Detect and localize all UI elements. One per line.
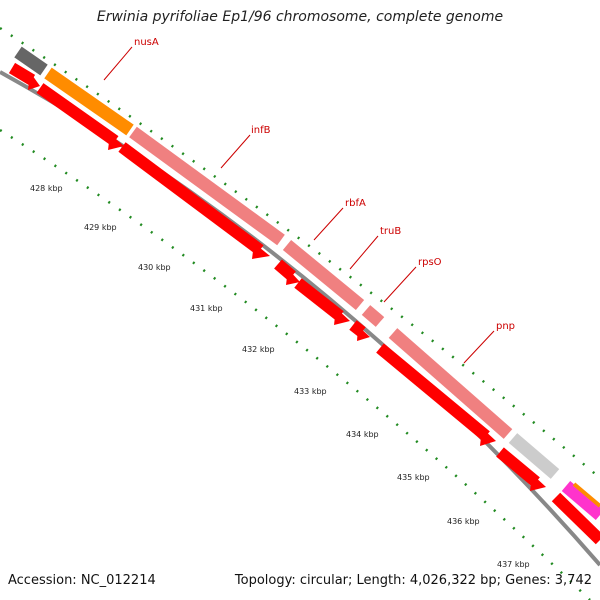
cds-arrow-head [286,269,300,285]
track-segment-infB [129,126,285,246]
track-segment-nusA [44,67,134,136]
track-segment-light [508,433,560,479]
track-segment-grey [14,46,48,76]
cds-arrow-head [530,474,546,491]
scale-label: 437 kbp [497,560,530,569]
cds-arrow [376,343,490,441]
cds-arrow-head [28,72,40,90]
cds-arrow-head [252,243,270,259]
cds-arrow-head [108,134,124,150]
scale-label: 435 kbp [397,473,430,482]
scale-label: 432 kbp [242,345,275,354]
scale-label: 430 kbp [138,263,171,272]
leader-line-pnp [463,330,495,364]
cds-arrow-head [334,308,350,325]
cds-arrow-head [480,428,496,446]
map-title: Erwinia pyrifoliae Ep1/96 chromosome, co… [96,9,504,25]
cds-arrow-head [357,326,370,341]
gene-label-infB: infB [251,125,271,136]
scale-ring-inner [0,128,591,600]
gene-track [14,46,600,520]
gene-label-rpsO: rpsO [418,257,442,268]
cds-arrow [294,278,344,321]
leader-line-rbfA [313,207,344,241]
scale-label: 431 kbp [190,304,223,313]
cds-arrow [8,62,36,86]
cds-arrow [36,83,119,146]
gene-label-pnp: pnp [496,321,515,332]
leader-lines [103,46,495,364]
scale-label: 434 kbp [346,430,379,439]
accession-text: Accession: NC_012214 [8,573,156,588]
cds-arrow [551,492,600,545]
track-segment-pnp [388,328,513,439]
track-segment-truB [361,305,385,327]
leader-line-rpsO [383,266,417,303]
leader-line-truB [349,235,379,270]
scale-label: 429 kbp [84,223,117,232]
scale-label: 428 kbp [30,184,63,193]
cds-arrow [496,447,540,487]
leader-line-nusA [103,46,133,81]
scale-label: 433 kbp [294,387,327,396]
track-segment-orange-end [572,482,600,508]
cds-arrow [118,142,264,255]
leader-line-infB [220,134,251,169]
scale-label: 436 kbp [447,517,480,526]
gene-label-rbfA: rbfA [345,198,366,209]
track-segment-rbfA [282,239,365,311]
cds-track [8,62,600,545]
summary-text: Topology: circular; Length: 4,026,322 bp… [234,573,592,588]
gene-label-nusA: nusA [134,37,159,48]
backbone [0,70,600,567]
gene-label-truB: truB [380,226,401,237]
track-segment-magenta [561,481,600,520]
